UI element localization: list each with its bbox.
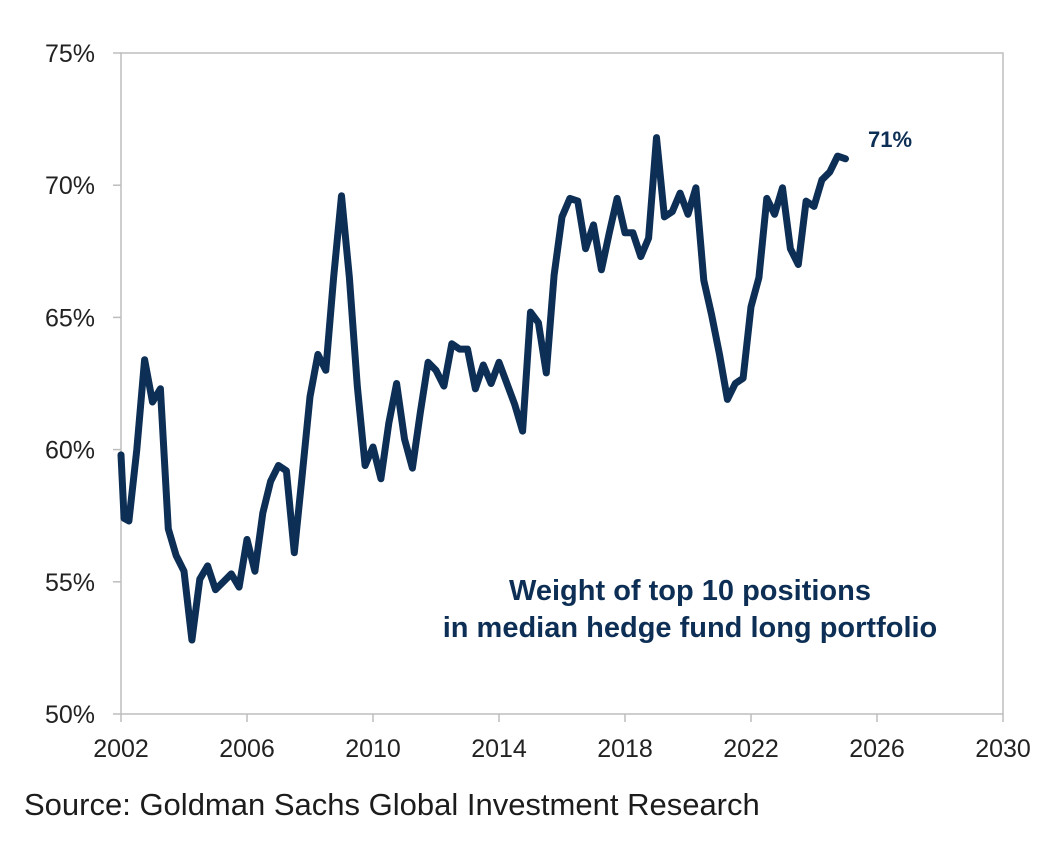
x-tick-label: 2022	[723, 735, 779, 763]
y-tick-label: 55%	[45, 569, 95, 597]
series-line-top-10-weight	[117, 134, 849, 644]
x-tick-label: 2030	[975, 735, 1031, 763]
line-chart: 50%55%60%65%70%75% 2002 2006 2010 2014 2018 2…	[45, 40, 1031, 763]
y-axis: 50% 55% 60% 65% 70% 75%	[45, 40, 121, 729]
y-tick-label: 75%	[45, 40, 95, 68]
end-value-label: 71%	[868, 127, 912, 152]
chart-annotation-line-2: in median hedge fund long portfolio	[443, 612, 938, 644]
x-tick-label: 2006	[219, 735, 275, 763]
x-tick-label: 2010	[345, 735, 401, 763]
x-axis: 2002 2006 2010 2014 2018 2022 2026 2030	[93, 714, 1031, 763]
x-tick-label: 2026	[849, 735, 905, 763]
plot-frame	[120, 52, 1004, 715]
x-tick-label: 2014	[471, 735, 527, 763]
y-tick-label: 70%	[45, 172, 95, 200]
chart-annotation-line-1: Weight of top 10 positions	[509, 575, 871, 607]
source-note: Source: Goldman Sachs Global Investment …	[24, 787, 760, 822]
x-tick-label: 2018	[597, 735, 653, 763]
x-tick-label: 2002	[93, 735, 149, 763]
y-tick-label: 60%	[45, 437, 95, 465]
y-tick-label: 65%	[45, 304, 95, 332]
y-tick-label: 50%	[45, 701, 95, 729]
